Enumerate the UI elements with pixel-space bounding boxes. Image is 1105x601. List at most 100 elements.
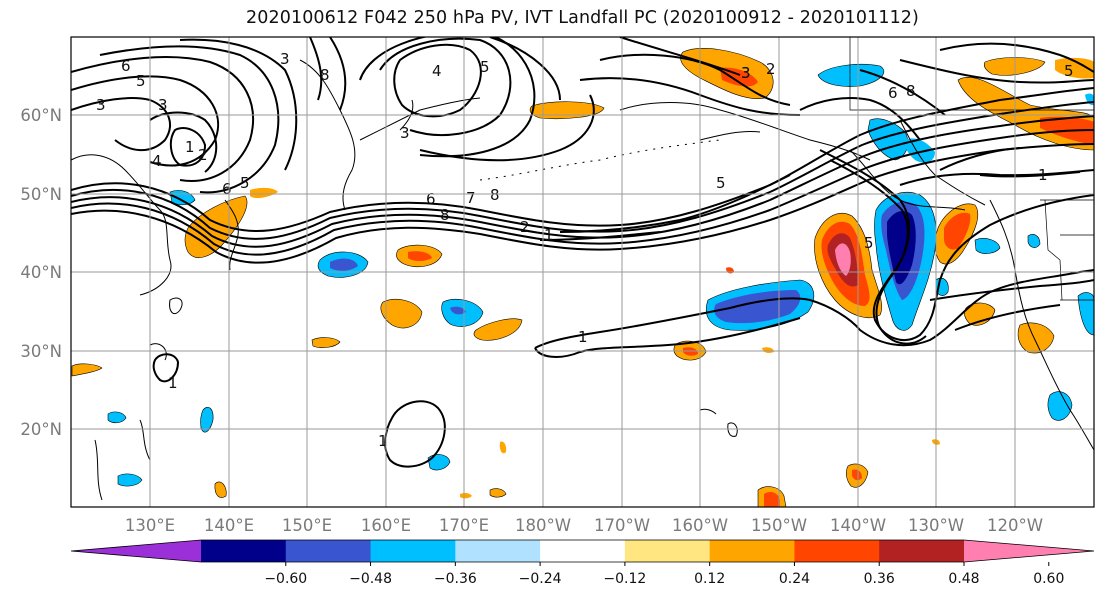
colorbar-segment <box>624 540 711 562</box>
positive-anomaly-blob <box>835 243 851 276</box>
positive-anomaly-blob <box>489 488 507 498</box>
colorbar-segment <box>709 540 795 562</box>
positive-anomaly-blob <box>473 318 523 341</box>
positive-anomaly-blob <box>380 299 423 329</box>
negative-anomaly-blob <box>1077 292 1094 336</box>
colorbar-extend-min <box>71 540 201 562</box>
positive-anomaly-blob <box>764 492 780 507</box>
lon-label: 140°E <box>204 516 254 535</box>
contour-label: 2 <box>198 146 208 164</box>
lat-label: 30°N <box>20 342 62 361</box>
lat-label: 60°N <box>20 106 62 125</box>
contour-label: 8 <box>320 66 330 84</box>
positive-anomaly-blob <box>1055 57 1094 79</box>
colorbar-outline <box>70 539 1095 563</box>
colorbar-segment <box>370 540 456 562</box>
colorbar: −0.60 −0.48 −0.36 −0.24 −0.12 0.12 0.24 0.36 0.4… <box>70 539 1095 587</box>
lon-label: 150°E <box>282 516 332 535</box>
lon-label: 140°W <box>830 516 886 535</box>
contour-label: 1 <box>168 374 178 392</box>
contour-label: 5 <box>716 174 726 192</box>
negative-anomaly-blob <box>450 306 466 315</box>
positive-anomaly-blob <box>250 187 278 199</box>
negative-anomaly-blob <box>330 258 358 271</box>
lat-label: 40°N <box>20 263 62 282</box>
contour-label: 3 <box>741 64 751 82</box>
contour-label: 1 <box>544 226 554 244</box>
colorbar-tick-label: −0.36 <box>434 571 477 587</box>
positive-anomaly-blob <box>499 441 507 454</box>
negative-anomaly-blob <box>107 411 127 424</box>
colorbar-tick-label: 0.24 <box>779 571 810 587</box>
contour-label: 2 <box>520 218 530 236</box>
contour-label: 5 <box>480 58 490 76</box>
positive-anomaly-blob <box>944 212 971 250</box>
negative-anomaly-blob <box>117 473 143 487</box>
map-title: 2020100612 F042 250 hPa PV, IVT Landfall… <box>246 8 919 28</box>
positive-anomaly-blob <box>184 195 248 258</box>
contour-label: 3 <box>400 124 410 142</box>
colorbar-segment <box>201 540 287 562</box>
positive-anomaly-blob <box>529 101 605 119</box>
contour-label: 1 <box>578 328 588 346</box>
lon-label: 150°W <box>751 516 807 535</box>
contour-label: 5 <box>864 234 874 252</box>
positive-anomaly-blob <box>762 347 774 353</box>
colorbar-segment <box>879 540 965 562</box>
negative-anomaly-blob <box>200 407 214 433</box>
contour-label: 8 <box>490 186 500 204</box>
colorbar-extend-max <box>964 540 1094 562</box>
contour-label: 3 <box>158 96 168 114</box>
colorbar-tick-label: 0.48 <box>948 571 979 587</box>
lon-label: 130°W <box>908 516 964 535</box>
lon-label: 120°W <box>987 516 1043 535</box>
colorbar-tick-label: 0.12 <box>694 571 725 587</box>
positive-anomaly-blob <box>71 363 103 377</box>
contour-label: 1 <box>378 432 388 450</box>
negative-anomaly-blob <box>1047 391 1073 421</box>
colorbar-tick-label: −0.24 <box>519 571 562 587</box>
lon-label: 160°E <box>361 516 411 535</box>
longitude-labels: 130°E 140°E 150°E 160°E 170°E 180°W 170°… <box>125 516 1043 535</box>
positive-anomaly-blob <box>408 251 432 261</box>
contour-label: 6 <box>888 84 898 102</box>
lon-label: 160°W <box>672 516 728 535</box>
contour-label: 5 <box>136 72 146 90</box>
contour-label: 6 <box>222 180 232 198</box>
colorbar-tick-label: 0.36 <box>864 571 895 587</box>
gridlines <box>71 37 1094 507</box>
contour-label: 2 <box>766 60 776 78</box>
contour-label: 5 <box>240 174 250 192</box>
colorbar-tick-label: 0.60 <box>1033 571 1064 587</box>
contour-label: 3 <box>741 64 751 82</box>
positive-anomaly-blob <box>460 492 472 499</box>
positive-anomaly-blob <box>311 337 341 348</box>
lon-label: 170°W <box>594 516 650 535</box>
positive-anomaly-blob <box>720 67 758 87</box>
contour-label: 1 <box>185 138 195 156</box>
contour-label: 8 <box>906 82 916 100</box>
contour-label: 3 <box>96 96 106 114</box>
negative-anomaly-blob <box>817 64 885 87</box>
colorbar-segment <box>455 540 541 562</box>
positive-anomaly-blob <box>852 469 862 481</box>
positive-anomaly-blob <box>214 481 227 498</box>
lat-label: 20°N <box>20 420 62 439</box>
lon-label: 170°E <box>439 516 489 535</box>
positive-anomaly-blob <box>1017 322 1055 354</box>
contour-label: 5 <box>1064 62 1074 80</box>
lat-label: 50°N <box>20 185 62 204</box>
contour-labels: 6 5 3 3 1 2 4 6 5 8 3 4 5 3 8 6 7 8 3 2 … <box>96 50 1074 450</box>
contour-label: 6 <box>426 190 436 208</box>
plot-frame <box>70 36 1095 508</box>
colorbar-segment <box>540 540 626 562</box>
negative-anomaly-blob <box>974 238 1001 254</box>
contour-label: 8 <box>440 206 450 224</box>
lon-label: 180°W <box>515 516 571 535</box>
contour-label: 7 <box>466 189 476 207</box>
contour-label: 4 <box>152 152 162 170</box>
contour-label: 1 <box>1038 166 1048 184</box>
negative-anomaly-blob <box>1027 234 1041 248</box>
colorbar-tick-label: −0.12 <box>603 571 646 587</box>
